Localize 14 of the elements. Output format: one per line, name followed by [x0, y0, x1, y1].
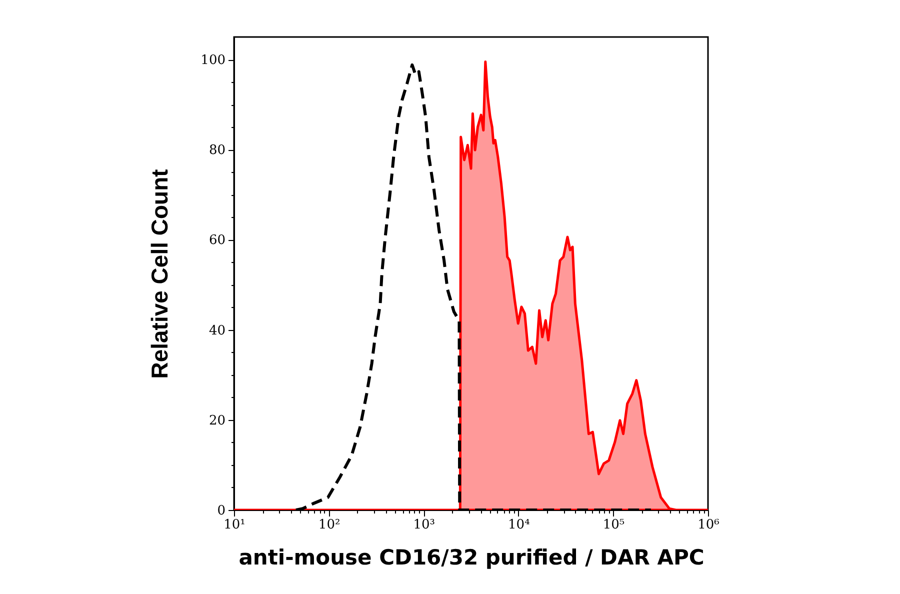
y-tick-label: 100 — [200, 53, 226, 68]
x-tick-label: 10¹ — [224, 518, 246, 532]
x-axis-title: anti-mouse CD16/32 purified / DAR APC — [238, 546, 704, 570]
x-tick-label: 10³ — [413, 518, 435, 532]
y-tick-label: 20 — [208, 413, 226, 428]
y-tick-label: 0 — [217, 504, 226, 518]
x-tick-label: 10⁴ — [508, 518, 530, 532]
x-tick-label: 10² — [318, 518, 340, 532]
x-tick-label: 10⁵ — [602, 518, 625, 532]
y-axis-title: Relative Cell Count — [146, 168, 173, 379]
y-tick-label: 80 — [208, 143, 226, 158]
y-tick-label: 40 — [208, 323, 226, 338]
y-tick-label: 60 — [208, 233, 226, 248]
x-tick-label: 10⁶ — [698, 518, 720, 532]
